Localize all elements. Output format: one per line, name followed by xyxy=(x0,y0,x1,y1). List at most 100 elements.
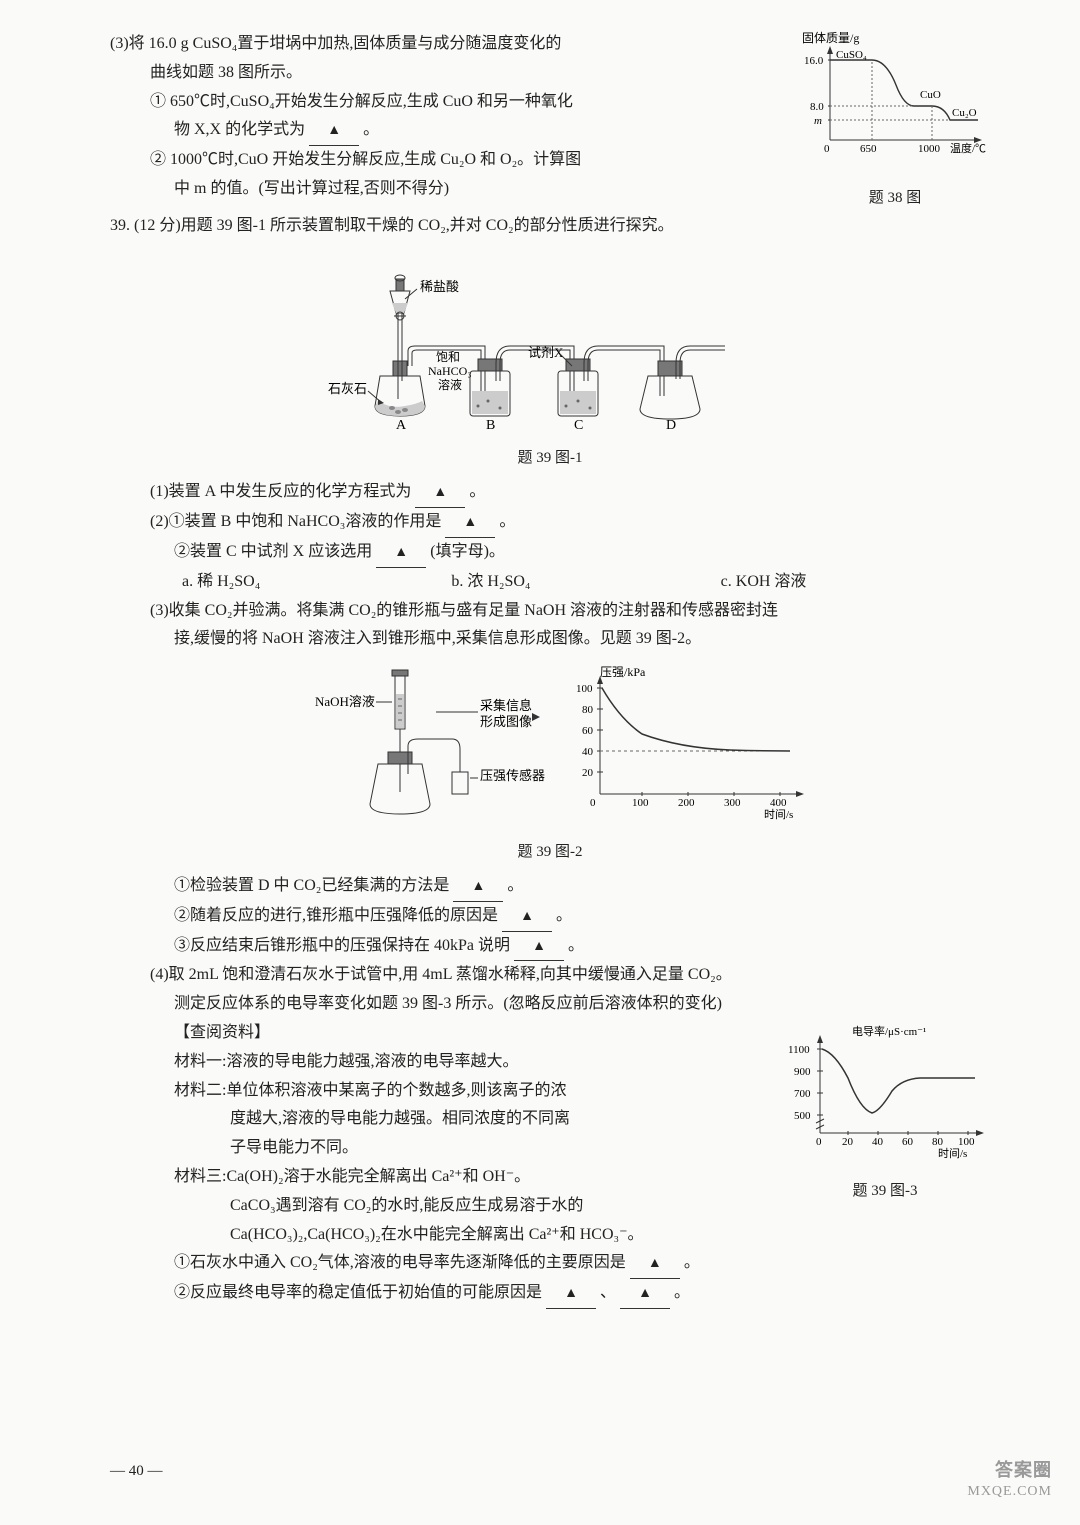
q39-options: a. 稀 H₂SO₄ b. 浓 H₂SO₄ c. KOH 溶液 xyxy=(182,568,990,597)
q39-p4-l1: (4)取 2mL 饱和澄清石灰水于试管中,用 4mL 蒸馏水稀释,向其中缓慢通入… xyxy=(150,961,990,990)
svg-text:试剂X: 试剂X xyxy=(528,345,564,360)
svg-text:200: 200 xyxy=(678,797,695,809)
svg-text:100: 100 xyxy=(576,683,593,695)
blank: ▲ xyxy=(415,478,465,508)
watermark: 答案圈 MXQE.COM xyxy=(967,1459,1052,1501)
opt-a: a. 稀 H₂SO₄ xyxy=(182,568,451,597)
opt-c: c. KOH 溶液 xyxy=(721,568,990,597)
mat3-l2: CaCO₃遇到溶有 CO₂的水时,能反应生成易溶于水的 xyxy=(230,1192,770,1221)
svg-text:时间/s: 时间/s xyxy=(764,808,793,821)
blank: ▲ xyxy=(620,1279,670,1309)
svg-text:温度/℃: 温度/℃ xyxy=(950,141,986,155)
flask-d xyxy=(640,346,725,419)
q38-p3-l2: 曲线如题 38 图所示。 xyxy=(150,59,790,88)
q39-p4-text: 【查阅资料】 材料一:溶液的导电能力越强,溶液的电导率越大。 材料二:单位体积溶… xyxy=(110,1019,770,1221)
q39-p3-1: ①检验装置 D 中 CO₂已经集满的方法是 ▲ 。 xyxy=(174,872,990,902)
svg-text:电导率/μS·cm⁻¹: 电导率/μS·cm⁻¹ xyxy=(852,1024,926,1038)
svg-text:40: 40 xyxy=(582,746,594,758)
svg-text:压强/kPa: 压强/kPa xyxy=(600,665,646,679)
blank: ▲ xyxy=(309,116,359,146)
q39-intro: 39. (12 分)用题 39 图-1 所示装置制取干燥的 CO₂,并对 CO₂… xyxy=(110,212,990,241)
q38-chart: 固体质量/g 16.0 8.0 m 0 650 1000 xyxy=(800,30,990,212)
mat2-l2: 度越大,溶液的导电能力越强。相同浓度的不同离 xyxy=(230,1105,770,1134)
mat2-l3: 子导电能力不同。 xyxy=(230,1134,770,1163)
q38-p3-l1: (3)将 16.0 g CuSO₄置于坩埚中加热,固体质量与成分随温度变化的 xyxy=(110,30,790,59)
q39-p3-l1: (3)收集 CO₂并验满。将集满 CO₂的锥形瓶与盛有足量 NaOH 溶液的注射… xyxy=(150,597,990,626)
mat2-l1: 材料二:单位体积溶液中某离子的个数越多,则该离子的浓 xyxy=(174,1077,770,1106)
svg-text:40: 40 xyxy=(872,1136,884,1148)
q39-p3-l2: 接,缓慢的将 NaOH 溶液注入到锥形瓶中,采集信息形成图像。见题 39 图-2… xyxy=(174,625,990,654)
q39-p3-3: ③反应结束后锥形瓶中的压强保持在 40kPa 说明 ▲ 。 xyxy=(174,932,990,962)
q39-p3-2: ②随着反应的进行,锥形瓶中压强降低的原因是 ▲ 。 xyxy=(174,902,990,932)
fig2-caption: 题 39 图-2 xyxy=(110,839,990,866)
svg-text:8.0: 8.0 xyxy=(810,101,824,113)
svg-text:NaOH溶液: NaOH溶液 xyxy=(315,694,375,709)
q39-fig2: NaOH溶液 采集信息 形成图像 压强传感器 压强/kPa 100 80 60 … xyxy=(110,664,990,866)
q39-p4-2: ②反应最终电导率的稳定值低于初始值的可能原因是 ▲ 、 ▲ 。 xyxy=(174,1279,990,1309)
fig2-chart: 压强/kPa 100 80 60 40 20 0 100 200 300 400… xyxy=(576,665,804,821)
q39-p4-block: 【查阅资料】 材料一:溶液的导电能力越强,溶液的电导率越大。 材料二:单位体积溶… xyxy=(110,1019,990,1221)
svg-text:压强传感器: 压强传感器 xyxy=(480,768,545,783)
q38-i2-l2: 中 m 的值。(写出计算过程,否则不得分) xyxy=(174,175,790,204)
svg-text:采集信息: 采集信息 xyxy=(480,698,532,713)
q39-p2-1: (2)①装置 B 中饱和 NaHCO₃溶液的作用是 ▲ 。 xyxy=(150,508,990,538)
svg-text:CuO: CuO xyxy=(920,89,941,101)
q39-p4-l2: 测定反应体系的电导率变化如题 39 图-3 所示。(忽略反应前后溶液体积的变化) xyxy=(174,990,990,1019)
p4-head: 【查阅资料】 xyxy=(174,1019,770,1048)
q39-p4-1: ①石灰水中通入 CO₂气体,溶液的电导率先逐渐降低的主要原因是 ▲ 。 xyxy=(174,1249,990,1279)
q38-i2-l1: ② 1000℃时,CuO 开始发生分解反应,生成 Cu₂O 和 O₂。计算图 xyxy=(150,146,790,175)
mat3-l3: Ca(HCO₃)₂,Ca(HCO₃)₂在水中能完全解离出 Ca²⁺和 HCO₃⁻… xyxy=(230,1221,990,1250)
q38-caption: 题 38 图 xyxy=(800,185,990,212)
q38-i1-l2: 物 X,X 的化学式为 ▲ 。 xyxy=(174,116,790,146)
svg-text:80: 80 xyxy=(932,1136,944,1148)
opt-b: b. 浓 H₂SO₄ xyxy=(451,568,720,597)
svg-text:B: B xyxy=(486,418,495,431)
q39-fig3: 电导率/μS·cm⁻¹ 1100 900 700 500 0 20 40 60 … xyxy=(780,1023,990,1205)
svg-text:80: 80 xyxy=(582,704,594,716)
svg-text:时间/s: 时间/s xyxy=(938,1147,967,1160)
svg-text:1100: 1100 xyxy=(788,1044,810,1056)
svg-text:A: A xyxy=(396,418,407,431)
svg-text:饱和: 饱和 xyxy=(436,349,460,364)
fig2-apparatus xyxy=(370,670,468,814)
svg-text:0: 0 xyxy=(590,797,596,809)
svg-text:60: 60 xyxy=(582,725,594,737)
label-dropper: 稀盐酸 xyxy=(420,279,459,294)
blank: ▲ xyxy=(502,902,552,932)
q38-text: (3)将 16.0 g CuSO₄置于坩埚中加热,固体质量与成分随温度变化的 曲… xyxy=(110,30,790,204)
svg-text:C: C xyxy=(574,418,583,431)
label-stone: 石灰石 xyxy=(328,381,367,396)
fig3-caption: 题 39 图-3 xyxy=(780,1178,990,1205)
svg-text:0: 0 xyxy=(824,143,830,155)
svg-text:16.0: 16.0 xyxy=(804,55,824,67)
q39-p1: (1)装置 A 中发生反应的化学方程式为 ▲ 。 xyxy=(150,478,990,508)
page-number: — 40 — xyxy=(110,1458,163,1485)
flask-a xyxy=(375,275,485,416)
blank: ▲ xyxy=(514,932,564,962)
blank: ▲ xyxy=(630,1249,680,1279)
blank: ▲ xyxy=(546,1279,596,1309)
svg-text:D: D xyxy=(666,418,676,431)
svg-text:溶液: 溶液 xyxy=(438,377,462,392)
svg-text:20: 20 xyxy=(842,1136,854,1148)
blank: ▲ xyxy=(453,872,503,902)
q39-fig1: 稀盐酸 石灰石 饱和 NaHCO₃ 溶液 xyxy=(110,251,990,473)
svg-text:形成图像: 形成图像 xyxy=(480,714,532,729)
q38-i1-l1: ① 650℃时,CuSO₄开始发生分解反应,生成 CuO 和另一种氧化 xyxy=(150,88,790,117)
exam-page: (3)将 16.0 g CuSO₄置于坩埚中加热,固体质量与成分随温度变化的 曲… xyxy=(0,0,1080,1525)
svg-text:300: 300 xyxy=(724,797,741,809)
blank: ▲ xyxy=(445,508,495,538)
blank: ▲ xyxy=(376,538,426,568)
svg-text:0: 0 xyxy=(816,1136,822,1148)
svg-text:20: 20 xyxy=(582,767,594,779)
svg-text:60: 60 xyxy=(902,1136,914,1148)
ylabel: 固体质量/g xyxy=(802,31,859,45)
svg-text:NaHCO₃: NaHCO₃ xyxy=(428,364,472,378)
mat3-l1: 材料三:Ca(OH)₂溶于水能完全解离出 Ca²⁺和 OH⁻。 xyxy=(174,1163,770,1192)
svg-text:650: 650 xyxy=(860,143,877,155)
fig1-caption: 题 39 图-1 xyxy=(110,445,990,472)
svg-text:m: m xyxy=(814,115,822,127)
svg-text:CuSO₄: CuSO₄ xyxy=(836,49,867,61)
svg-text:Cu₂O: Cu₂O xyxy=(952,107,977,119)
q38-section: (3)将 16.0 g CuSO₄置于坩埚中加热,固体质量与成分随温度变化的 曲… xyxy=(110,30,990,212)
